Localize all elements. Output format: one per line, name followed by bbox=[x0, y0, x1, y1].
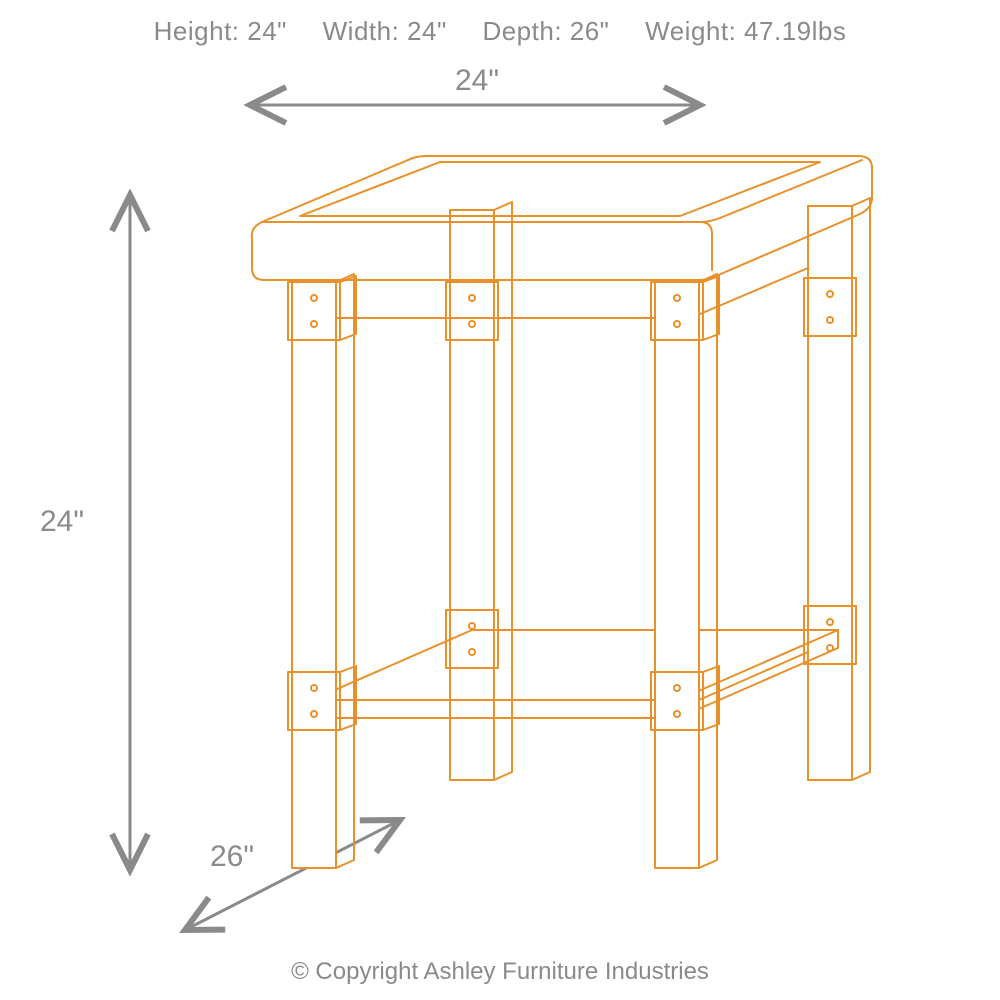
furniture-diagram bbox=[0, 0, 1000, 1000]
dimension-arrows bbox=[130, 105, 700, 930]
leg-front-left bbox=[288, 274, 356, 868]
copyright-text: © Copyright Ashley Furniture Industries bbox=[0, 958, 1000, 986]
leg-front-right bbox=[651, 274, 719, 868]
leg-back-left bbox=[446, 202, 512, 780]
table-drawing bbox=[252, 156, 872, 868]
apron bbox=[336, 268, 808, 318]
leg-back-right bbox=[804, 198, 870, 780]
